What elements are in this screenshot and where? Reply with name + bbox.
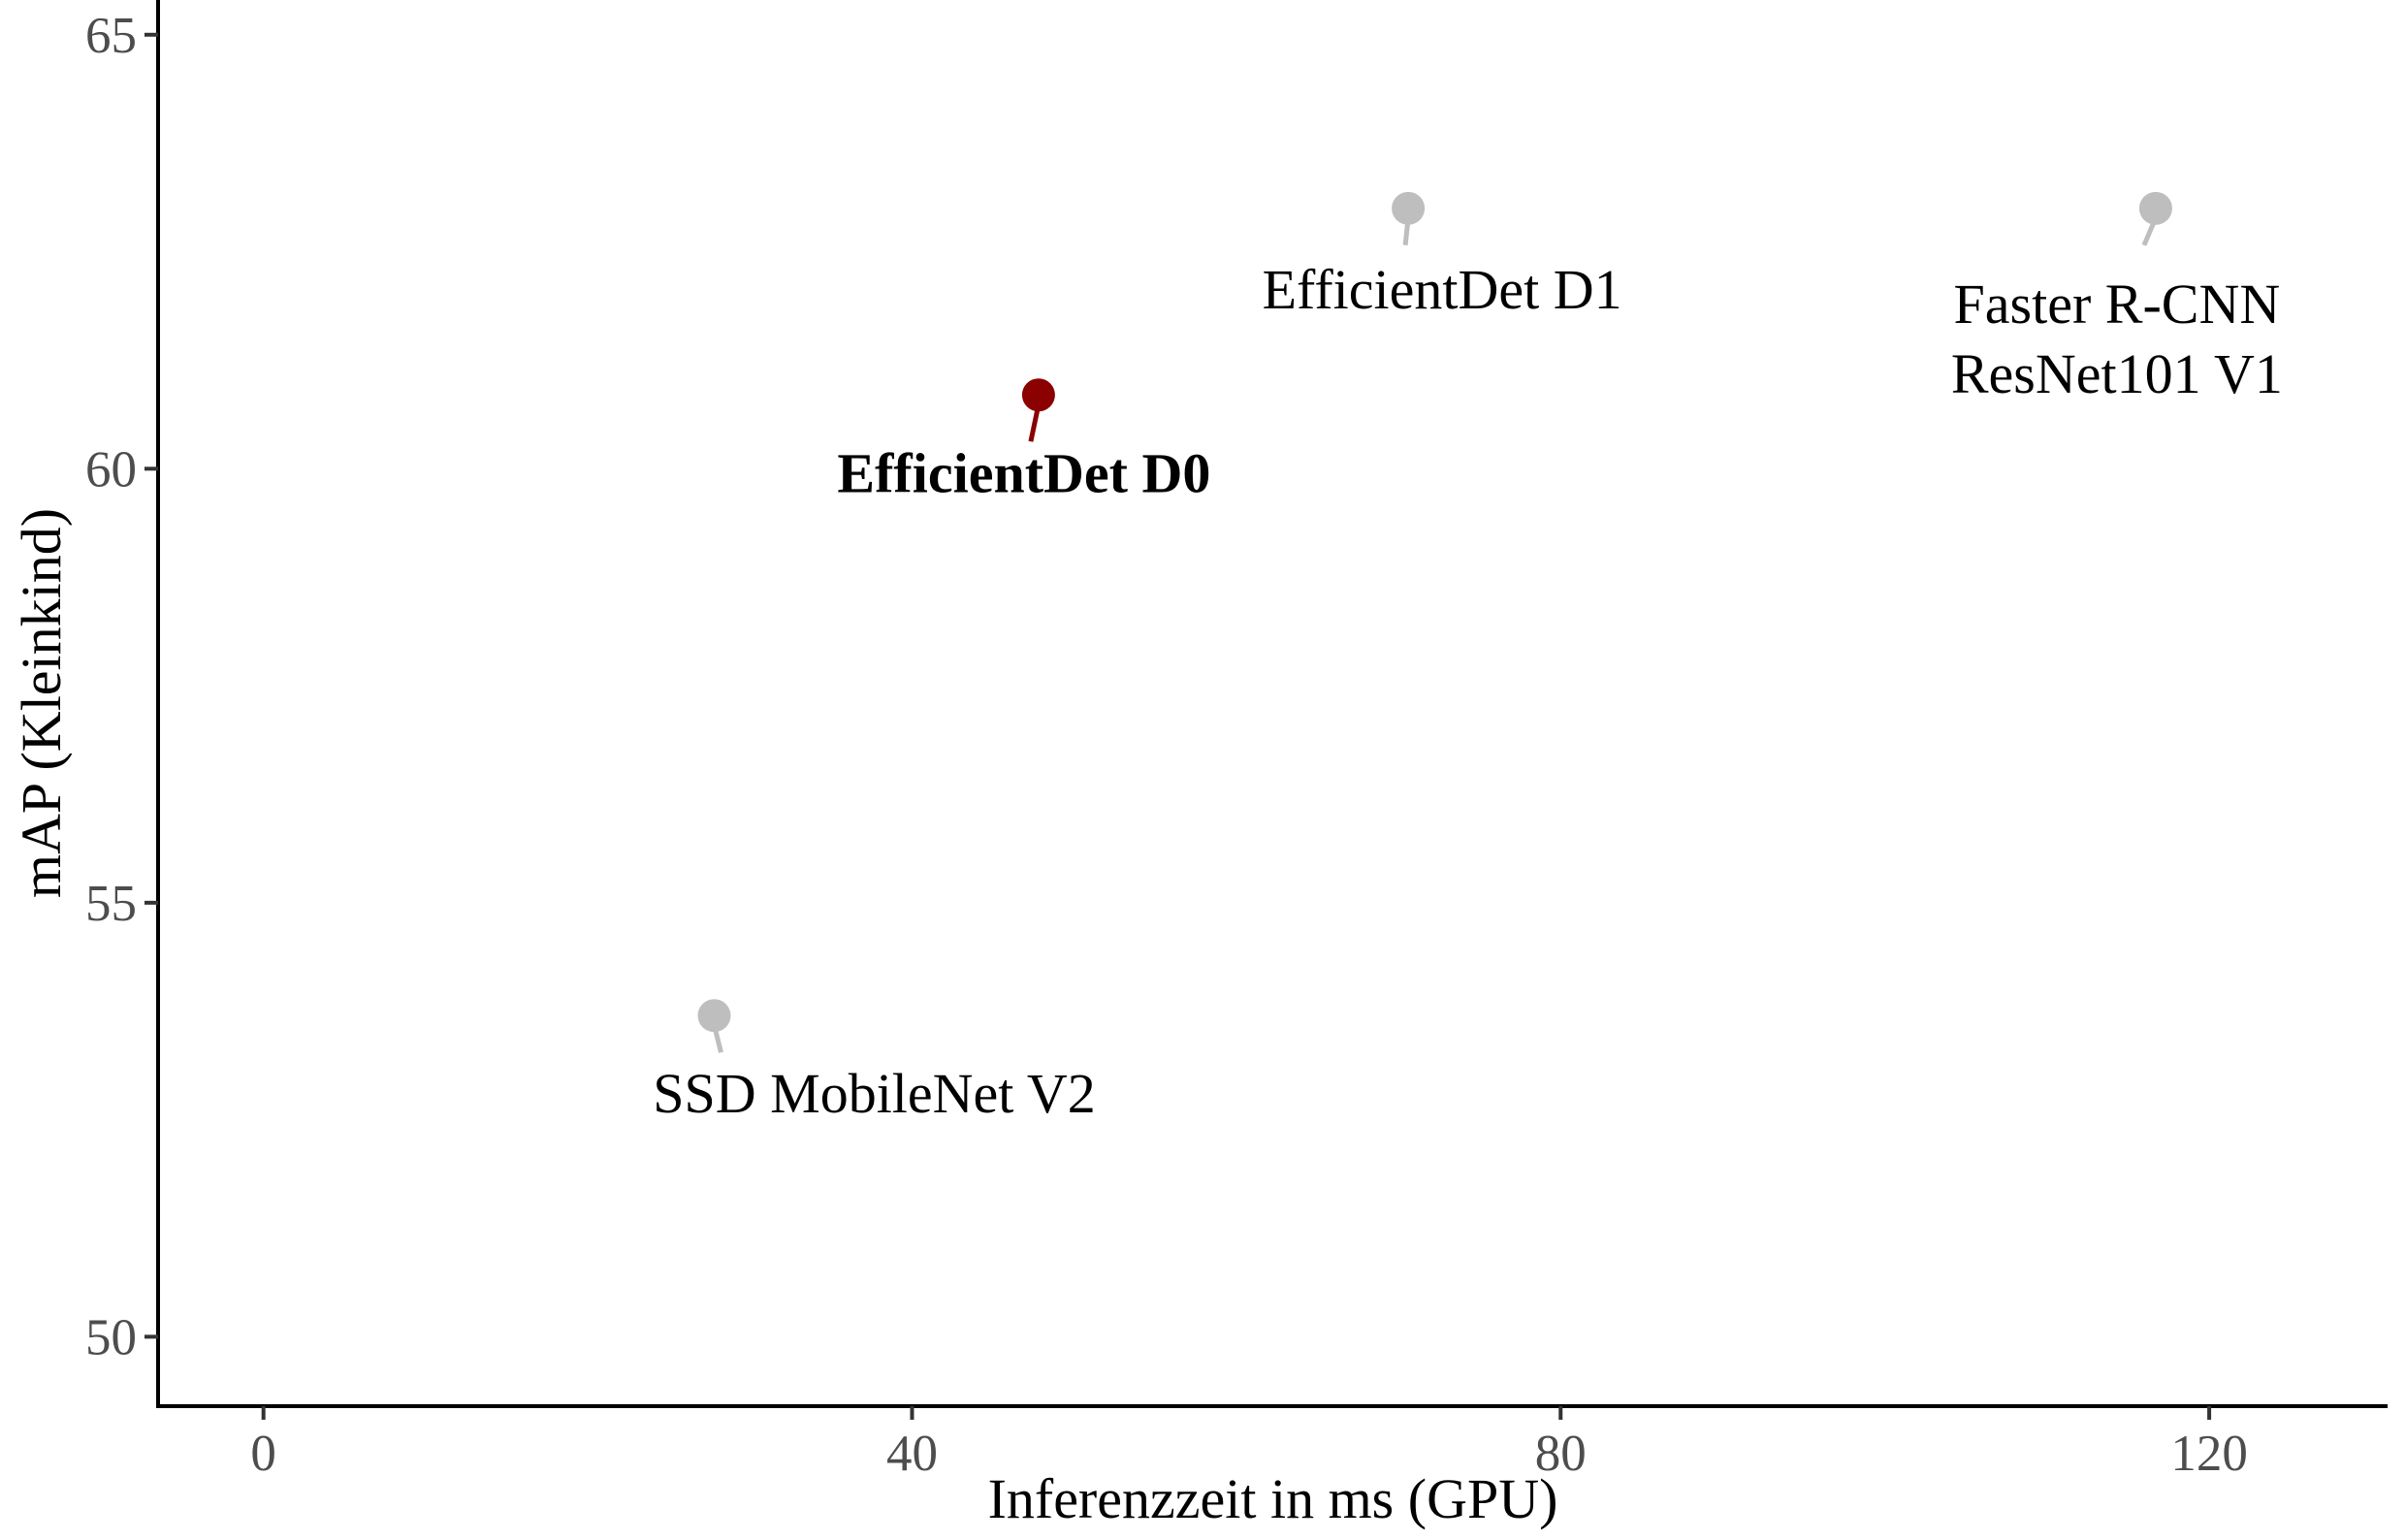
point-marker xyxy=(1392,191,1426,225)
point-label: Faster R-CNN xyxy=(1954,273,2281,336)
data-point: SSD MobileNet V2 xyxy=(653,999,1096,1125)
point-label: ResNet101 V1 xyxy=(1951,342,2283,405)
y-tick-label: 55 xyxy=(85,876,137,932)
point-label: EfficientDet D1 xyxy=(1263,258,1622,321)
point-marker xyxy=(697,999,731,1033)
point-label: SSD MobileNet V2 xyxy=(653,1062,1096,1125)
data-point: EfficientDet D1 xyxy=(1263,191,1622,321)
y-tick-label: 65 xyxy=(85,8,137,64)
point-label: EfficientDet D0 xyxy=(837,441,1210,504)
point-marker xyxy=(1021,378,1055,412)
x-tick-label: 80 xyxy=(1535,1426,1587,1482)
point-marker xyxy=(2138,191,2172,225)
x-tick-label: 40 xyxy=(886,1426,938,1482)
y-tick-label: 60 xyxy=(85,441,137,497)
axes xyxy=(156,0,2388,1408)
data-points: SSD MobileNet V2 EfficientDet D0 Efficient… xyxy=(653,191,2283,1125)
y-axis-title: mAP (Kleinkind) xyxy=(10,508,73,898)
data-point: EfficientDet D0 xyxy=(837,378,1210,504)
x-tick-label: 0 xyxy=(250,1426,276,1482)
x-tick-label: 120 xyxy=(2170,1426,2248,1482)
x-axis-title: Inferenzzeit in ms (GPU) xyxy=(988,1467,1558,1530)
y-tick-label: 50 xyxy=(85,1309,137,1365)
ticks: 0 40 80 120 50 55 60 65 xyxy=(85,8,2248,1482)
